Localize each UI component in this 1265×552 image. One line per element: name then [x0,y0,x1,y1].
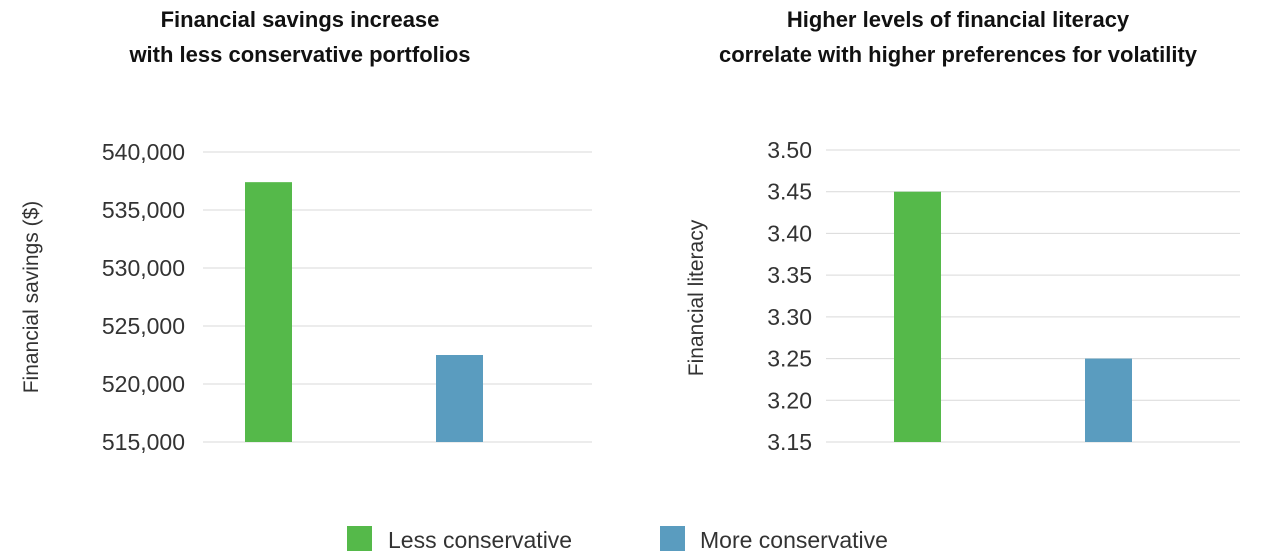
y-tick-label: 515,000 [102,429,185,455]
y-axis-label: Financial literacy [685,219,708,376]
y-tick-label: 540,000 [102,139,185,165]
chart-title-line: Financial savings increase [161,7,440,32]
legend: Less conservative More conservative [347,526,888,552]
y-tick-label: 520,000 [102,371,185,397]
y-tick-label: 3.50 [767,137,812,163]
y-tick-label: 3.15 [767,429,812,455]
legend-label-more-conservative: More conservative [700,527,888,552]
y-tick-label: 525,000 [102,313,185,339]
chart-title-line: correlate with higher preferences for vo… [719,42,1198,67]
chart-title-line: Higher levels of financial literacy [787,7,1130,32]
y-tick-label: 530,000 [102,255,185,281]
y-tick-label: 3.25 [767,346,812,372]
savings-chart: Financial savings increase with less cons… [20,7,592,455]
bar-less-conservative [894,191,941,442]
y-tick-label: 535,000 [102,197,185,223]
literacy-chart: Higher levels of financial literacy corre… [685,7,1240,455]
legend-swatch-more-conservative [660,526,685,551]
y-tick-label: 3.35 [767,262,812,288]
y-tick-label: 3.40 [767,220,812,246]
y-tick-label: 3.30 [767,304,812,330]
legend-swatch-less-conservative [347,526,372,551]
y-tick-label: 3.45 [767,179,812,205]
bar-more-conservative [1085,358,1132,442]
chart-title-line: with less conservative portfolios [128,42,470,67]
y-tick-label: 3.20 [767,387,812,413]
legend-label-less-conservative: Less conservative [388,527,572,552]
bar-less-conservative [245,182,292,442]
bar-more-conservative [436,355,483,442]
y-axis-label: Financial savings ($) [20,201,43,394]
